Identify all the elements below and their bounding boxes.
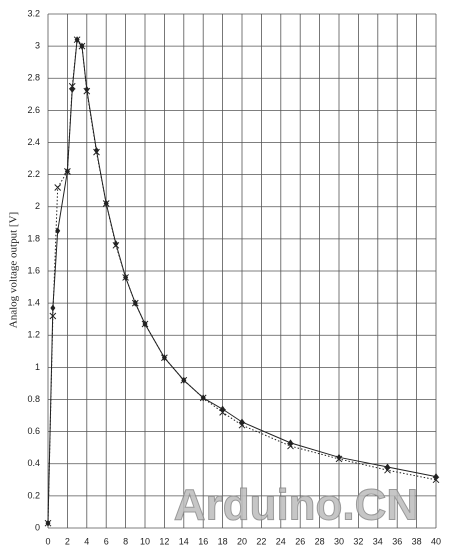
point bbox=[64, 168, 71, 175]
x-tick-label: 30 bbox=[334, 536, 344, 546]
y-tick-label: 0.8 bbox=[27, 394, 40, 404]
point bbox=[122, 274, 129, 281]
point bbox=[44, 519, 52, 527]
x-tick-label: 4 bbox=[84, 536, 89, 546]
point bbox=[219, 408, 226, 416]
point bbox=[54, 184, 62, 191]
y-tick-label: 1.8 bbox=[27, 233, 40, 243]
point bbox=[238, 421, 246, 429]
point bbox=[432, 476, 440, 484]
x-tick-label: 32 bbox=[353, 536, 363, 546]
x-tick-label: 26 bbox=[295, 536, 305, 546]
point bbox=[93, 148, 100, 156]
point bbox=[336, 453, 342, 461]
x-tick-label: 28 bbox=[315, 536, 325, 546]
y-axis-label: Analog voltage output [V] bbox=[8, 212, 20, 328]
x-tick-label: 20 bbox=[237, 536, 247, 546]
x-tick-label: 12 bbox=[159, 536, 169, 546]
y-tick-label: 1.2 bbox=[27, 330, 40, 340]
y-tick-label: 2 bbox=[35, 201, 40, 211]
x-tick-label: 34 bbox=[373, 536, 383, 546]
point bbox=[112, 241, 120, 249]
x-tick-label: 2 bbox=[65, 536, 70, 546]
point bbox=[94, 147, 99, 155]
point bbox=[68, 82, 76, 90]
x-tick-label: 14 bbox=[179, 536, 189, 546]
point bbox=[50, 304, 56, 312]
point bbox=[335, 455, 343, 463]
x-tick-label: 40 bbox=[431, 536, 441, 546]
point bbox=[180, 376, 188, 384]
point bbox=[199, 394, 207, 402]
x-tick-label: 8 bbox=[123, 536, 128, 546]
y-tick-label: 3 bbox=[35, 41, 40, 51]
y-tick-label: 1.4 bbox=[27, 298, 40, 308]
x-tick-label: 38 bbox=[412, 536, 422, 546]
y-tick-label: 1 bbox=[35, 362, 40, 372]
y-tick-label: 2.6 bbox=[27, 105, 40, 115]
point bbox=[78, 42, 86, 50]
y-tick-label: 0 bbox=[35, 522, 40, 532]
y-tick-label: 0.6 bbox=[27, 426, 40, 436]
point bbox=[102, 200, 110, 207]
y-tick-label: 0.2 bbox=[27, 490, 40, 500]
point bbox=[141, 320, 149, 328]
point bbox=[73, 36, 81, 44]
y-tick-label: 2.8 bbox=[27, 73, 40, 83]
x-tick-label: 18 bbox=[218, 536, 228, 546]
x-tick-label: 16 bbox=[198, 536, 208, 546]
x-tick-label: 24 bbox=[276, 536, 286, 546]
y-tick-label: 2.4 bbox=[27, 137, 40, 147]
y-tick-label: 1.6 bbox=[27, 265, 40, 275]
x-tick-label: 10 bbox=[140, 536, 150, 546]
watermark: Arduino.CN bbox=[174, 481, 418, 530]
point bbox=[83, 87, 91, 95]
point bbox=[384, 466, 391, 474]
x-tick-label: 6 bbox=[104, 536, 109, 546]
point bbox=[161, 354, 168, 362]
y-tick-label: 3.2 bbox=[27, 8, 40, 18]
x-tick-label: 0 bbox=[45, 536, 50, 546]
y-tick-label: 2.2 bbox=[27, 169, 40, 179]
x-tick-label: 36 bbox=[392, 536, 402, 546]
y-tick-label: 0.4 bbox=[27, 458, 40, 468]
point bbox=[287, 442, 294, 450]
point bbox=[131, 299, 139, 307]
point bbox=[84, 85, 90, 93]
point bbox=[49, 312, 57, 320]
x-tick-label: 22 bbox=[256, 536, 266, 546]
